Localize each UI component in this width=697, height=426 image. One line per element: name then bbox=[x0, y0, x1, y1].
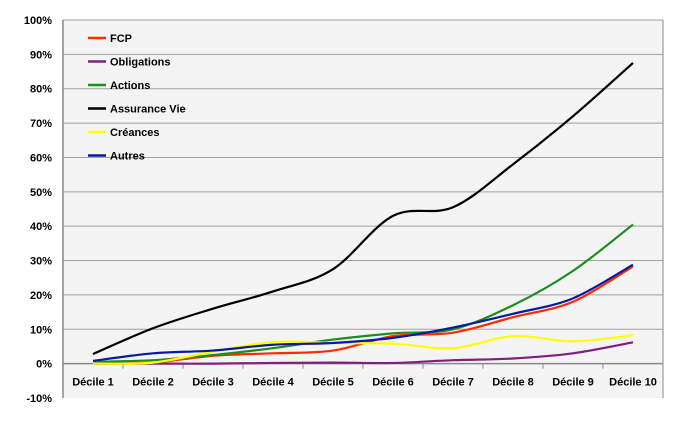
x-tick-label: Décile 9 bbox=[552, 377, 594, 389]
series-line-obligations bbox=[93, 341, 634, 365]
y-tick-label: 30% bbox=[30, 256, 52, 268]
x-tick-label: Décile 8 bbox=[492, 377, 534, 389]
series-line-autres bbox=[92, 263, 634, 362]
legend-label: Assurance Vie bbox=[110, 104, 186, 116]
x-tick-label: Décile 5 bbox=[312, 377, 354, 389]
x-tick-label: Décile 1 bbox=[72, 377, 114, 389]
x-tick-label: Décile 6 bbox=[372, 377, 414, 389]
y-tick-label: 40% bbox=[30, 221, 52, 233]
y-tick-label: 50% bbox=[30, 187, 52, 199]
x-tick-label: Décile 2 bbox=[132, 377, 174, 389]
x-tick-label: Décile 10 bbox=[609, 377, 657, 389]
y-tick-label: 100% bbox=[24, 15, 52, 27]
x-tick-label: Décile 3 bbox=[192, 377, 234, 389]
y-tick-label: 10% bbox=[30, 324, 52, 336]
y-tick-label: 20% bbox=[30, 290, 52, 302]
y-tick-label: -10% bbox=[26, 393, 52, 405]
y-tick-label: 80% bbox=[30, 84, 52, 96]
legend-label: FCP bbox=[110, 33, 132, 45]
legend-label: Obligations bbox=[110, 57, 171, 69]
legend-label: Actions bbox=[110, 80, 150, 92]
legend-label: Créances bbox=[110, 127, 160, 139]
plot-area bbox=[63, 20, 663, 398]
y-tick-label: 90% bbox=[30, 49, 52, 61]
x-tick-label: Décile 4 bbox=[252, 377, 294, 389]
x-tick-label: Décile 7 bbox=[432, 377, 474, 389]
y-tick-label: 60% bbox=[30, 152, 52, 164]
y-tick-label: 0% bbox=[36, 359, 52, 371]
legend-label: Autres bbox=[110, 151, 145, 163]
series-line-assurance-vie bbox=[92, 62, 634, 356]
y-tick-label: 70% bbox=[30, 118, 52, 130]
series-line-créances bbox=[92, 334, 634, 365]
